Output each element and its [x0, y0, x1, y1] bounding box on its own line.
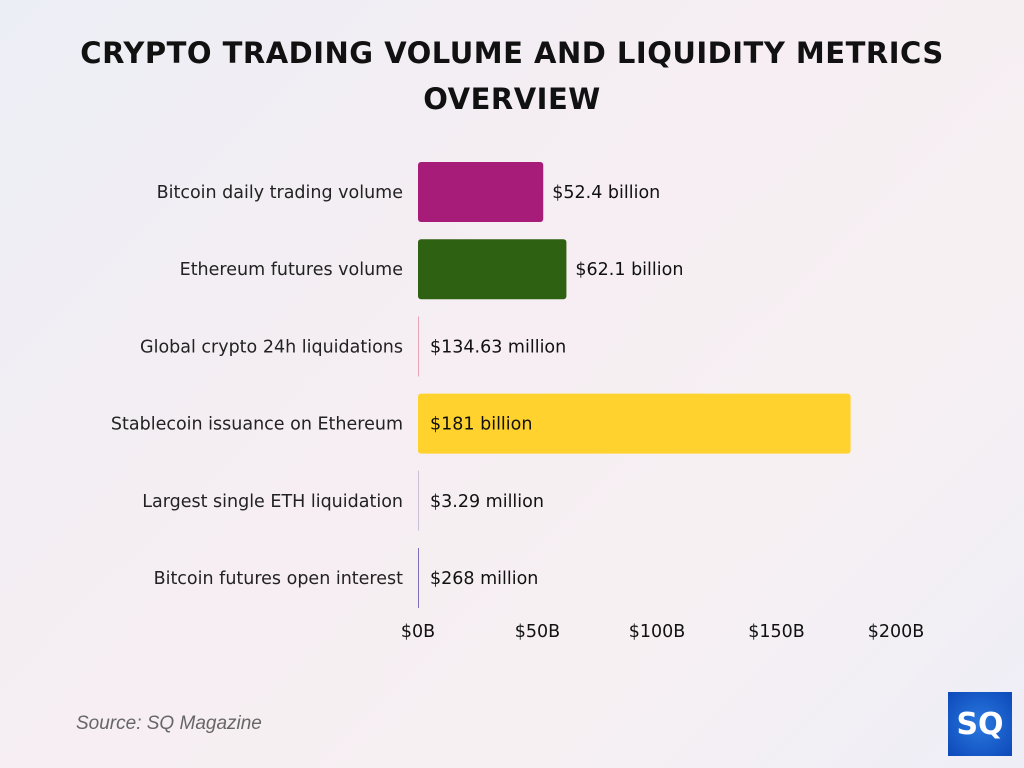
chart-title: CRYPTO TRADING VOLUME AND LIQUIDITY METR…	[80, 36, 944, 116]
bar	[418, 393, 851, 454]
data-label: $62.1 billion	[575, 260, 683, 280]
bar	[418, 162, 544, 222]
data-label: $52.4 billion	[552, 183, 660, 203]
source-text: Source: SQ Magazine	[76, 713, 262, 734]
category-label: Bitcoin daily trading volume	[157, 183, 403, 203]
bar	[418, 316, 419, 377]
category-label: Largest single ETH liquidation	[142, 492, 403, 512]
x-tick-label: $100B	[629, 622, 686, 642]
category-label: Bitcoin futures open interest	[154, 569, 404, 589]
sq-logo: SQ	[948, 692, 1012, 756]
logo-text: SQ	[956, 706, 1004, 742]
data-label: $181 billion	[430, 415, 532, 435]
data-label: $3.29 million	[430, 492, 544, 512]
x-tick-label: $200B	[868, 622, 925, 642]
x-tick-label: $150B	[748, 622, 805, 642]
x-tick-label: $0B	[401, 622, 435, 642]
bar	[418, 239, 567, 300]
x-tick-label: $50B	[515, 622, 560, 642]
data-label: $134.63 million	[430, 337, 566, 357]
data-label: $268 million	[430, 569, 538, 589]
category-label: Global crypto 24h liquidations	[140, 337, 403, 357]
category-label: Ethereum futures volume	[180, 260, 403, 280]
bar	[418, 548, 419, 608]
bar	[418, 470, 419, 531]
category-label: Stablecoin issuance on Ethereum	[111, 415, 403, 435]
